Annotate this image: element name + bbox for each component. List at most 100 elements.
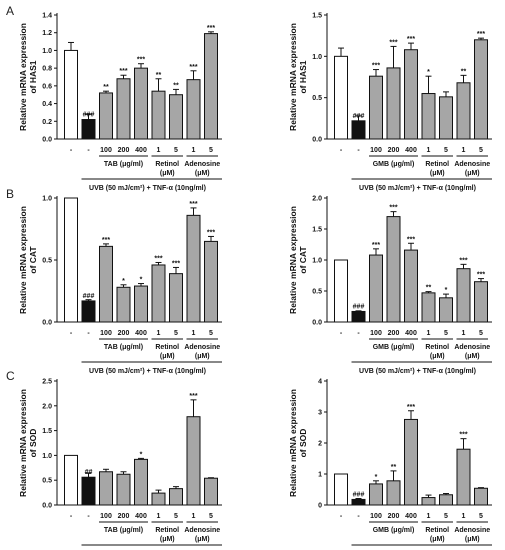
treatment-label: UVB (50 mJ/cm²) + TNF-α (10ng/ml) — [359, 185, 476, 192]
significance-mark: *** — [459, 257, 467, 264]
category-label: 1 — [192, 147, 196, 154]
category-label: 5 — [174, 513, 178, 520]
significance-mark: * — [140, 277, 143, 284]
treatment-label: UVB (50 mJ/cm²) + TNF-α (10ng/ml) — [89, 185, 206, 192]
significance-mark: *** — [477, 31, 485, 38]
significance-mark: ** — [461, 68, 467, 75]
category-label: 200 — [388, 513, 400, 520]
y-tick-label: 1.5 — [312, 227, 322, 234]
group-label: Adenosine — [184, 161, 220, 168]
significance-mark: * — [375, 474, 378, 481]
category-label: 1 — [192, 513, 196, 520]
y-axis-label: Relative mRNA expression — [18, 23, 28, 131]
significance-mark: *** — [119, 68, 127, 75]
category-label: 5 — [209, 330, 213, 337]
bar — [64, 454, 78, 506]
bar — [186, 79, 201, 140]
significance-mark: *** — [102, 237, 110, 244]
bar — [421, 93, 436, 140]
group-label: Retinol — [425, 161, 449, 168]
significance-mark: * — [445, 287, 448, 294]
significance-mark: *** — [407, 236, 415, 243]
category-label: 100 — [100, 330, 112, 337]
y-tick-label: 0.8 — [42, 66, 52, 73]
group-label: Adenosine — [184, 344, 220, 351]
y-axis-label-line2: of CAT — [28, 246, 38, 274]
significance-mark: *** — [477, 272, 485, 279]
category-label: 400 — [135, 147, 147, 154]
category-label: 5 — [209, 147, 213, 154]
significance-mark: *** — [372, 242, 380, 249]
bar — [169, 94, 183, 140]
y-tick-label: 0.5 — [42, 258, 52, 265]
bar — [334, 55, 348, 140]
category-label: 400 — [135, 513, 147, 520]
significance-mark: *** — [407, 404, 415, 411]
category-label: 100 — [100, 513, 112, 520]
bar — [116, 286, 131, 323]
group-label-unit: (μM) — [195, 353, 210, 360]
category-label: 1 — [192, 330, 196, 337]
y-tick-label: 1.0 — [312, 54, 322, 61]
significance-mark: * — [140, 451, 143, 458]
bar — [421, 497, 436, 506]
significance-mark: *** — [172, 260, 180, 267]
y-tick-label: 0.0 — [42, 503, 52, 510]
category-label: - — [70, 330, 73, 337]
bar — [204, 33, 218, 140]
category-label: 5 — [479, 513, 483, 520]
y-tick-label: 3 — [318, 410, 322, 417]
bar — [204, 240, 218, 323]
y-tick-label: 1.4 — [42, 13, 52, 20]
bar — [351, 120, 366, 140]
y-axis-label: Relative mRNA expression — [288, 23, 298, 131]
y-tick-label: 1.2 — [42, 30, 52, 37]
bar — [134, 458, 148, 506]
category-label: 1 — [427, 513, 431, 520]
y-axis-label-line2: of CAT — [298, 246, 308, 274]
y-tick-label: 0.5 — [42, 478, 52, 485]
chart-a-right: Relative mRNA expression of HAS1 0.0 0.5 1.0… — [288, 13, 492, 192]
significance-mark: *** — [137, 57, 145, 64]
category-label: 200 — [118, 147, 130, 154]
category-label: 1 — [462, 513, 466, 520]
y-tick-label: 0.0 — [312, 320, 322, 327]
category-label: - — [87, 330, 90, 337]
bar — [334, 259, 348, 323]
significance-mark: * — [427, 69, 430, 76]
significance-mark: ### — [353, 491, 365, 498]
y-tick-label: 0.5 — [312, 95, 322, 102]
category-label: 100 — [370, 147, 382, 154]
bar — [134, 67, 148, 140]
category-label: 5 — [479, 330, 483, 337]
bar — [134, 285, 148, 323]
group-label: Adenosine — [184, 527, 220, 534]
bar — [151, 90, 166, 140]
bar — [369, 254, 383, 323]
bar — [99, 471, 113, 506]
bar — [439, 494, 453, 506]
group-label-unit: (μM) — [160, 353, 175, 360]
y-axis-label: Relative mRNA expression — [288, 389, 298, 497]
significance-mark: *** — [389, 39, 397, 46]
category-label: 1 — [157, 147, 161, 154]
category-label: 5 — [444, 330, 448, 337]
chart-a-left: Relative mRNA expression of HAS1 0.0 0.2 0.4… — [18, 13, 222, 192]
bar — [169, 273, 183, 323]
category-label: - — [340, 147, 343, 154]
y-axis-label: Relative mRNA expression — [288, 206, 298, 314]
significance-mark: ** — [391, 464, 397, 471]
y-tick-label: 1.5 — [312, 13, 322, 20]
category-label: 400 — [135, 330, 147, 337]
bar — [369, 483, 383, 506]
bar — [81, 119, 96, 140]
y-tick-label: 1.0 — [42, 48, 52, 55]
category-label: 1 — [157, 513, 161, 520]
panel-letter-b: B — [6, 187, 15, 201]
significance-mark: ### — [83, 293, 95, 300]
group-label: Retinol — [155, 527, 179, 534]
group-label: Retinol — [155, 344, 179, 351]
bar — [186, 214, 201, 323]
bar — [404, 49, 418, 140]
